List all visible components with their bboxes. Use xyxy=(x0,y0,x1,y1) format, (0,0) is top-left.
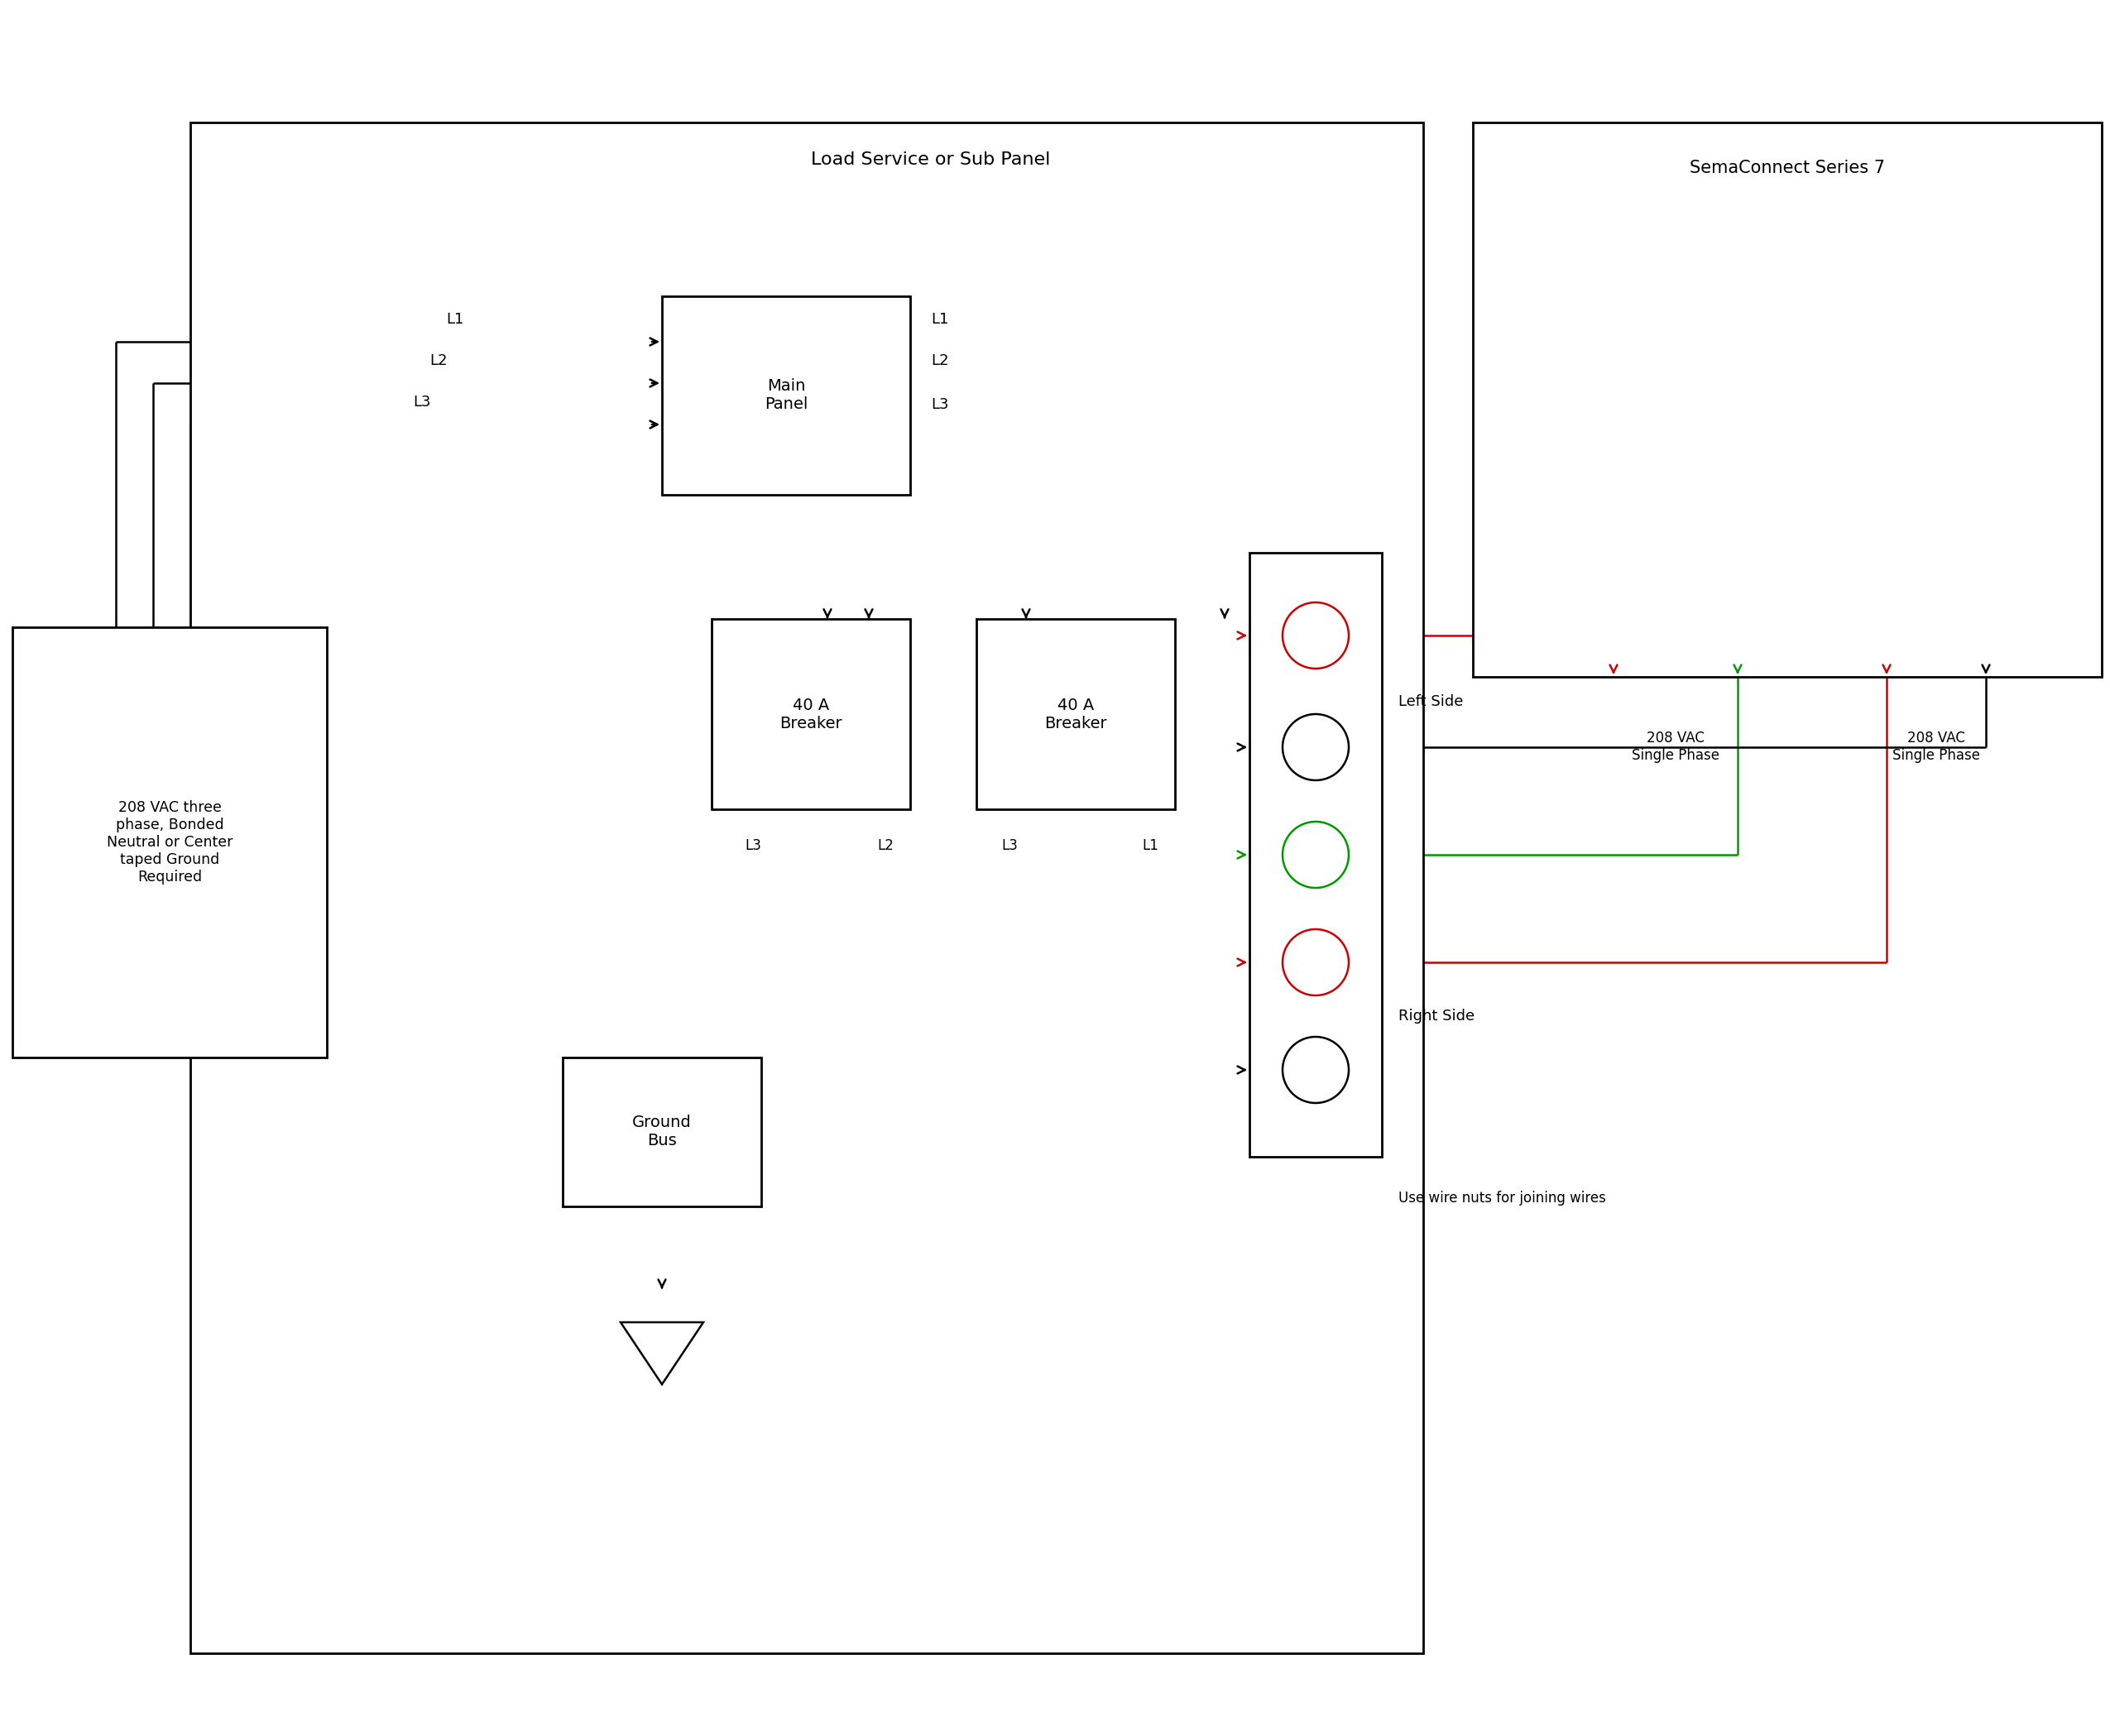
Bar xyxy=(13,627,327,1057)
Bar xyxy=(1473,123,2102,677)
Text: Ground
Bus: Ground Bus xyxy=(633,1115,692,1149)
Circle shape xyxy=(1283,602,1348,668)
Text: Use wire nuts for joining wires: Use wire nuts for joining wires xyxy=(1399,1191,1606,1205)
Text: Load Service or Sub Panel: Load Service or Sub Panel xyxy=(810,151,1051,168)
Text: L1: L1 xyxy=(1142,838,1158,852)
Text: L3: L3 xyxy=(414,394,430,410)
Text: L3: L3 xyxy=(931,398,949,411)
Text: L3: L3 xyxy=(1002,838,1017,852)
Text: Left Side: Left Side xyxy=(1399,694,1462,708)
Text: 208 VAC
Single Phase: 208 VAC Single Phase xyxy=(1631,731,1720,762)
Circle shape xyxy=(1283,713,1348,779)
Circle shape xyxy=(1283,1036,1348,1102)
Text: L3: L3 xyxy=(745,838,762,852)
Text: L2: L2 xyxy=(430,354,447,368)
Circle shape xyxy=(1283,821,1348,887)
Bar xyxy=(190,123,1424,1653)
Bar xyxy=(977,620,1175,809)
Text: 208 VAC
Single Phase: 208 VAC Single Phase xyxy=(1893,731,1979,762)
Bar xyxy=(711,620,909,809)
Text: Right Side: Right Side xyxy=(1399,1009,1475,1024)
Text: Main
Panel: Main Panel xyxy=(764,378,808,413)
Text: 40 A
Breaker: 40 A Breaker xyxy=(779,698,842,731)
Bar xyxy=(1249,552,1382,1156)
Text: L2: L2 xyxy=(878,838,893,852)
Text: L1: L1 xyxy=(445,312,464,326)
Text: 208 VAC three
phase, Bonded
Neutral or Center
taped Ground
Required: 208 VAC three phase, Bonded Neutral or C… xyxy=(108,800,232,884)
Text: 40 A
Breaker: 40 A Breaker xyxy=(1044,698,1108,731)
Circle shape xyxy=(1283,929,1348,995)
Bar xyxy=(663,297,909,495)
Bar xyxy=(563,1057,762,1207)
Text: L2: L2 xyxy=(931,354,949,368)
Text: L1: L1 xyxy=(931,312,949,326)
Text: SemaConnect Series 7: SemaConnect Series 7 xyxy=(1690,160,1884,177)
